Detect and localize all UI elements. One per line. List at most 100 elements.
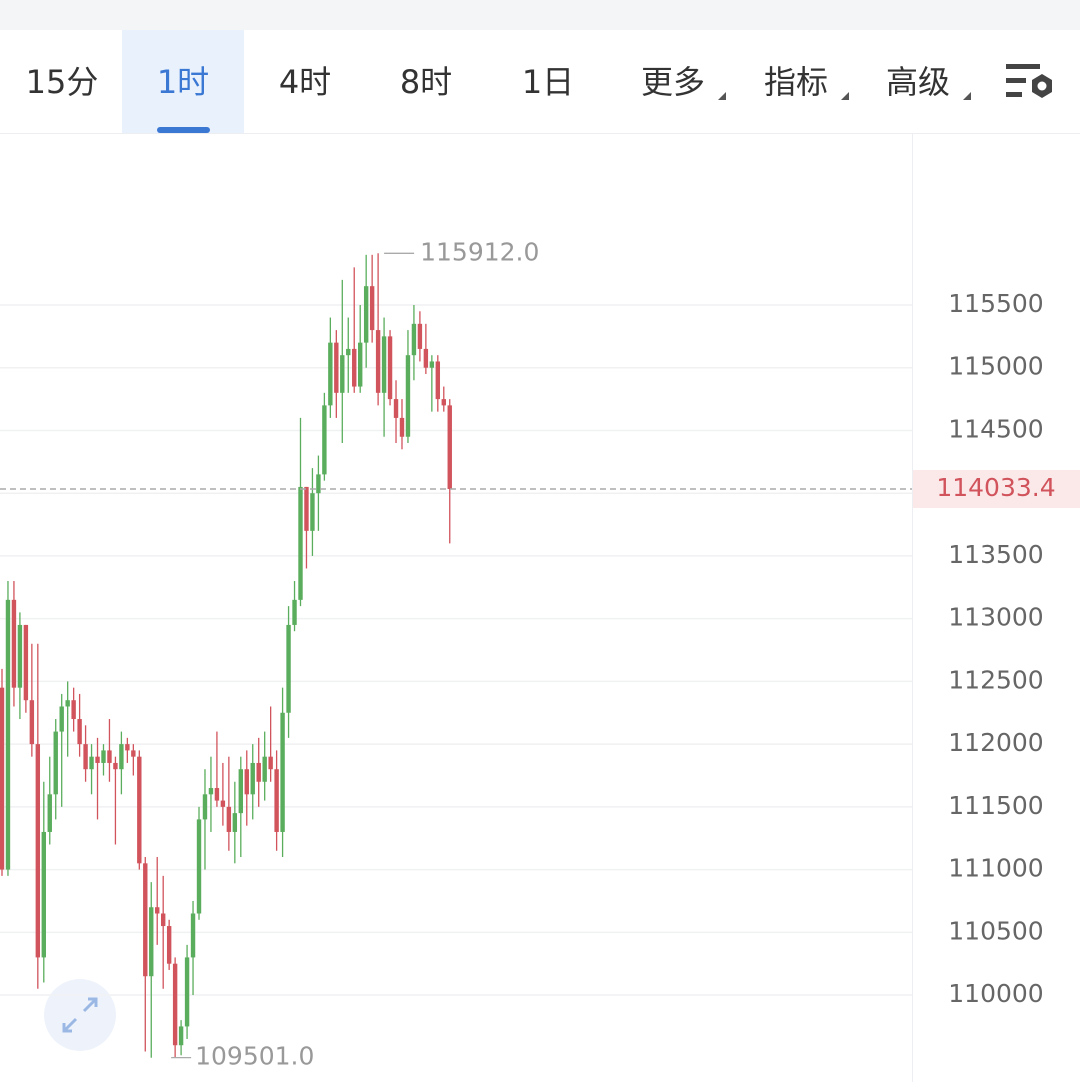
menu-caret: [963, 92, 971, 100]
candle-body: [35, 744, 41, 958]
candle-body: [47, 794, 52, 832]
tab[interactable]: 4时: [279, 63, 331, 101]
active-tab-bg: [122, 30, 244, 133]
candle-body: [83, 744, 88, 770]
candle-body: [322, 405, 327, 475]
candle-body: [346, 348, 351, 356]
y-tick-label: 110000: [948, 979, 1043, 1008]
icon-bar: [1006, 64, 1040, 69]
candle-body: [340, 355, 345, 393]
menu-caret: [718, 92, 726, 100]
candle-body: [23, 624, 29, 701]
expand-bg: [44, 979, 116, 1051]
candle-body: [393, 399, 399, 418]
candle-body: [262, 756, 267, 782]
menu[interactable]: 指标: [764, 63, 828, 101]
candle-body: [316, 474, 321, 494]
status-strip: [0, 0, 1080, 30]
candle-body: [411, 323, 417, 356]
candle-body: [310, 493, 315, 531]
candle-body: [166, 926, 172, 964]
candle-body: [304, 486, 309, 531]
candle-body: [232, 813, 238, 832]
menu[interactable]: 高级: [886, 63, 950, 101]
icon-bar: [1006, 92, 1022, 97]
candle-body: [334, 342, 339, 393]
y-tick-label: 113000: [948, 603, 1043, 632]
active-tab-indicator: [157, 127, 210, 133]
menu-caret: [841, 92, 849, 100]
candle-body: [226, 806, 232, 832]
candle-body: [71, 700, 76, 720]
candle-body: [435, 361, 441, 400]
candle-body: [107, 750, 112, 763]
candle-body: [59, 706, 64, 732]
current-price-bg: [913, 470, 1080, 509]
tab[interactable]: 1日: [522, 63, 574, 101]
candle-body: [256, 762, 261, 782]
candle-body: [190, 913, 196, 958]
high-label: 115912.0: [420, 237, 539, 266]
y-tick-label: 114500: [948, 414, 1043, 443]
candle-body: [95, 756, 100, 763]
candle-body: [101, 750, 106, 763]
candle-body: [274, 769, 279, 832]
candle-body: [65, 700, 70, 707]
candle-body: [214, 788, 220, 801]
menu[interactable]: 更多: [641, 63, 705, 101]
candle-body: [53, 731, 58, 795]
candle-body: [352, 348, 357, 387]
y-tick-label: 111000: [948, 854, 1043, 883]
tab[interactable]: 8时: [400, 63, 452, 101]
candle-body: [292, 599, 297, 625]
tab[interactable]: 15分: [26, 63, 99, 101]
y-tick-label: 115000: [948, 352, 1043, 381]
candle-body: [441, 399, 446, 406]
settings-icon[interactable]: [1006, 64, 1052, 98]
candle-body: [41, 831, 46, 958]
candle-body: [399, 417, 405, 437]
tab[interactable]: 1时: [157, 63, 209, 101]
candle-body: [208, 788, 214, 795]
y-tick-label: 113500: [948, 540, 1043, 569]
candle-body: [280, 712, 285, 832]
candle-body: [89, 756, 94, 770]
candle-body: [405, 355, 411, 437]
candle-body: [184, 957, 190, 1027]
candle-body: [149, 907, 154, 977]
candle-body: [113, 762, 118, 770]
current-price-label: 114033.4: [936, 473, 1055, 502]
expand-arrows: [62, 997, 98, 1033]
candle-body: [328, 342, 333, 406]
candle-body: [417, 323, 423, 349]
candle-body: [369, 286, 375, 331]
candle-body: [429, 361, 435, 368]
candle-body: [77, 719, 82, 745]
y-tick-label: 111500: [948, 791, 1043, 820]
candle-body: [375, 330, 381, 393]
candle-body: [29, 700, 35, 745]
candle-body: [268, 756, 273, 770]
candle-body: [137, 756, 142, 864]
candle-body: [381, 336, 387, 393]
candle-body: [363, 286, 369, 343]
y-tick-label: 115500: [948, 289, 1043, 318]
y-tick-label: 112500: [948, 665, 1043, 694]
candle-body: [11, 599, 17, 688]
candle-body: [125, 744, 130, 751]
candle-body: [178, 1026, 184, 1046]
candle-body: [143, 863, 148, 977]
candle-body: [119, 744, 124, 770]
candle-body: [447, 405, 452, 490]
icon-dot: [1037, 81, 1047, 91]
expand-button[interactable]: [44, 979, 116, 1051]
candle-body: [250, 762, 255, 795]
candle-body: [220, 800, 226, 807]
candle-body: [172, 963, 178, 1046]
candle-body: [358, 342, 363, 387]
candle-body: [0, 687, 5, 870]
plot: 110000 110500 111000 111500 112000 112500 1130…: [0, 237, 1080, 1071]
candle-body: [202, 794, 208, 820]
